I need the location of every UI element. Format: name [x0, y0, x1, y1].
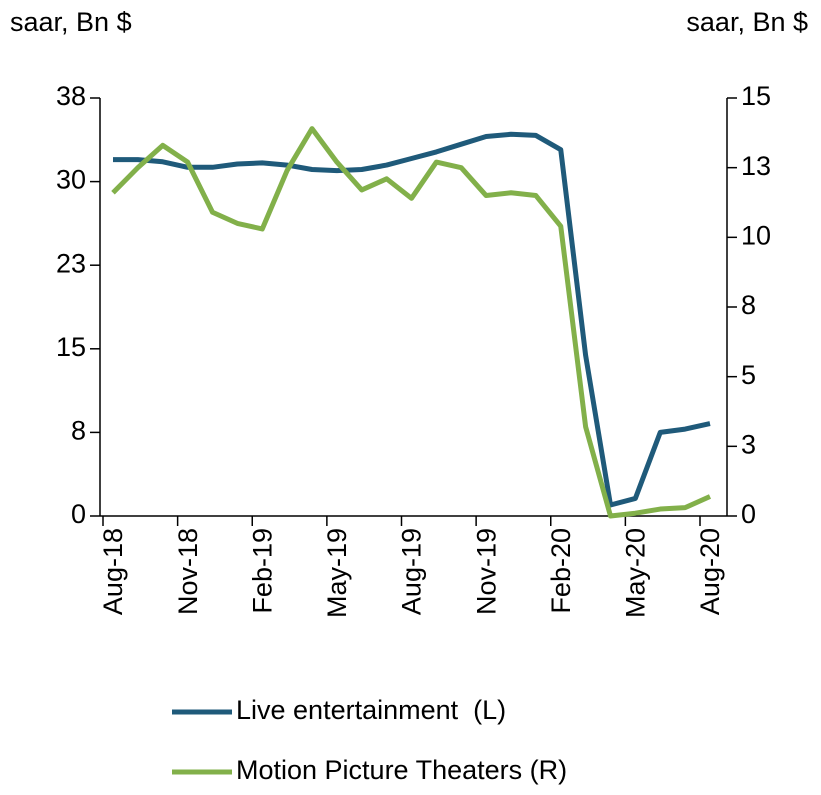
series-line	[113, 131, 711, 508]
x-tick-label: Feb-19	[247, 528, 277, 614]
y2-tick-label: 0	[741, 499, 756, 529]
y2-tick-label: 3	[741, 429, 756, 459]
y-tick-label: 23	[56, 248, 86, 278]
y-tick-label: 15	[56, 332, 86, 362]
x-tick-label: Nov-19	[471, 528, 501, 615]
x-tick-label: Aug-19	[397, 528, 427, 615]
y2-tick-label: 15	[741, 81, 771, 111]
y-tick-label: 30	[56, 165, 86, 195]
x-tick-label: Aug-18	[98, 528, 128, 615]
y2-axis-label: saar, Bn $	[686, 7, 808, 37]
y-tick-label: 0	[71, 499, 86, 529]
y-tick-label: 38	[56, 81, 86, 111]
legend-label: Live entertainment (L)	[236, 695, 506, 725]
y-tick-label: 8	[71, 416, 86, 446]
y2-tick-label: 8	[741, 290, 756, 320]
x-tick-label: Feb-20	[546, 528, 576, 614]
y2-tick-label: 10	[741, 220, 771, 250]
y2-tick-label: 13	[741, 151, 771, 181]
y2-tick-label: 5	[741, 360, 756, 390]
x-tick-label: May-19	[322, 528, 352, 618]
legend-label: Motion Picture Theaters (R)	[236, 755, 567, 785]
series-line	[111, 126, 712, 519]
x-tick-label: Aug-20	[695, 528, 725, 615]
x-tick-label: May-20	[621, 528, 651, 618]
y-axis-label: saar, Bn $	[10, 7, 132, 37]
x-tick-label: Nov-18	[173, 528, 203, 615]
